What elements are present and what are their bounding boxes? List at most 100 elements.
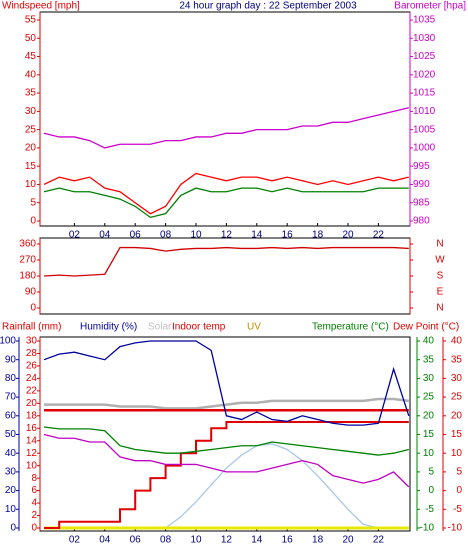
- x-tick-label: 14: [251, 535, 263, 546]
- x-tick-label: 18: [312, 535, 324, 546]
- x-tick-label: 12: [221, 535, 233, 546]
- axis-title: Dew Point (°C): [393, 322, 459, 333]
- tick-label: 1035: [413, 15, 436, 26]
- tick-label: N: [436, 303, 443, 314]
- tick-label: 2: [31, 510, 37, 521]
- data-line: [43, 426, 409, 456]
- tick-label: 10: [5, 504, 17, 515]
- tick-label: 40: [5, 448, 17, 459]
- tick-label: 0: [30, 216, 36, 227]
- tick-label: 10: [26, 460, 38, 471]
- x-tick-label: 04: [99, 230, 111, 241]
- tick-label: 35: [25, 88, 37, 99]
- tick-label: 985: [413, 197, 430, 208]
- windspeed-label: Windspeed [mph]: [2, 1, 80, 12]
- tick-label: 270: [19, 255, 36, 266]
- tick-label: 10: [423, 448, 435, 459]
- tick-label: 1030: [413, 33, 436, 44]
- tick-label: 10: [451, 448, 463, 459]
- tick-label: 5: [428, 467, 434, 478]
- tick-label: 100: [0, 336, 16, 347]
- axis-title: Temperature (°C): [312, 322, 389, 333]
- tick-label: 5: [30, 197, 36, 208]
- tick-label: 0: [456, 485, 462, 496]
- tick-label: 40: [423, 336, 435, 347]
- x-tick-label: 04: [99, 535, 111, 546]
- axis-title: Humidity (%): [80, 322, 137, 333]
- tick-label: 12: [26, 448, 38, 459]
- x-tick-label: 06: [130, 535, 142, 546]
- tick-label: 20: [26, 398, 38, 409]
- x-tick-label: 22: [373, 535, 385, 546]
- tick-label: 55: [25, 15, 37, 26]
- x-tick-label: 10: [190, 535, 202, 546]
- tick-label: 30: [26, 336, 38, 347]
- tick-label: 10: [25, 179, 37, 190]
- tick-label: 1005: [413, 124, 436, 135]
- tick-label: -10: [420, 523, 435, 534]
- tick-label: 990: [413, 179, 430, 190]
- series-label: Solar: [148, 322, 172, 333]
- tick-label: 20: [5, 485, 17, 496]
- data-line: [43, 107, 409, 149]
- tick-label: N: [436, 239, 443, 250]
- plot-frame: [39, 11, 411, 227]
- tick-label: -5: [453, 504, 462, 515]
- tick-label: 90: [5, 354, 17, 365]
- x-tick-label: 18: [312, 230, 324, 241]
- x-tick-label: 12: [221, 230, 233, 241]
- tick-label: 16: [26, 423, 38, 434]
- tick-label: 6: [31, 485, 37, 496]
- tick-label: 35: [451, 354, 463, 365]
- x-tick-label: 06: [130, 230, 142, 241]
- tick-label: 980: [413, 216, 430, 227]
- tick-label: 90: [25, 287, 37, 298]
- tick-label: 8: [31, 473, 37, 484]
- axis-title: Rainfall (mm): [2, 322, 61, 333]
- tick-label: 25: [451, 392, 463, 403]
- tick-label: 0: [428, 485, 434, 496]
- x-tick-label: 14: [251, 230, 263, 241]
- data-line: [43, 246, 409, 277]
- tick-label: 30: [451, 373, 463, 384]
- tick-label: 995: [413, 161, 430, 172]
- tick-label: 45: [25, 51, 37, 62]
- tick-label: 4: [31, 498, 37, 509]
- tick-label: 80: [5, 373, 17, 384]
- tick-label: W: [435, 255, 445, 266]
- tick-label: 1025: [413, 51, 436, 62]
- tick-label: -10: [448, 523, 463, 534]
- tick-label: 25: [25, 124, 37, 135]
- tick-label: 5: [456, 467, 462, 478]
- tick-label: 1010: [413, 106, 436, 117]
- tick-label: 360: [19, 239, 36, 250]
- tick-label: 26: [26, 361, 38, 372]
- data-line: [44, 397, 409, 410]
- tick-label: 28: [26, 348, 38, 359]
- tick-label: 20: [451, 410, 463, 421]
- tick-label: 1015: [413, 88, 436, 99]
- tick-label: 180: [19, 271, 36, 282]
- data-line: [43, 433, 410, 488]
- data-line: [43, 187, 409, 219]
- tick-label: 20: [25, 143, 37, 154]
- tick-label: 50: [5, 429, 17, 440]
- tick-label: 22: [26, 386, 38, 397]
- tick-label: E: [437, 287, 444, 298]
- x-tick-label: 20: [342, 230, 354, 241]
- tick-label: 40: [451, 336, 463, 347]
- tick-label: 15: [451, 429, 463, 440]
- tick-label: 70: [5, 392, 17, 403]
- data-line: [43, 340, 410, 426]
- tick-label: 25: [423, 392, 435, 403]
- tick-label: 50: [25, 33, 37, 44]
- tick-label: 24: [26, 373, 38, 384]
- series-label: UV: [247, 322, 261, 333]
- chart-title: 24 hour graph day : 22 September 2003: [179, 1, 357, 12]
- x-tick-label: 20: [342, 535, 354, 546]
- tick-label: 30: [25, 106, 37, 117]
- x-tick-label: 02: [69, 535, 81, 546]
- series-label: Indoor temp: [172, 322, 226, 333]
- tick-label: 1000: [413, 143, 436, 154]
- tick-label: 1020: [413, 69, 436, 80]
